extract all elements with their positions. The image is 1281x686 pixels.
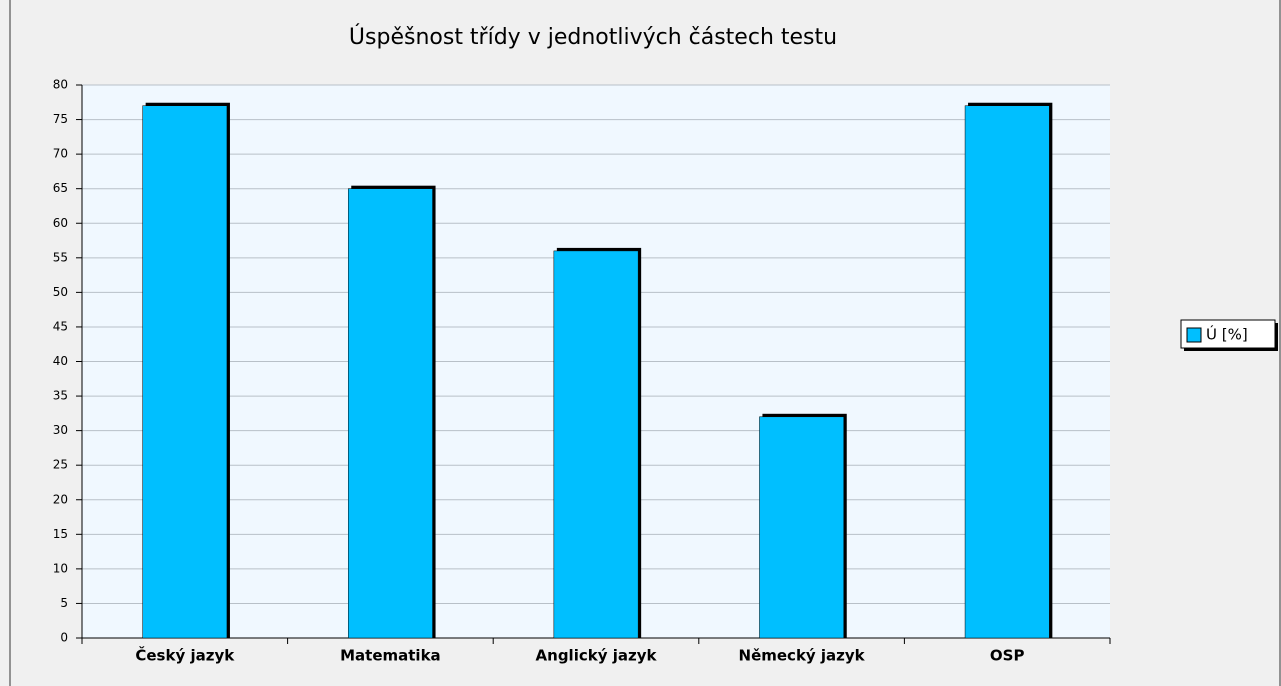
bar (759, 416, 844, 639)
y-tick-label: 70 (53, 147, 68, 161)
bar (964, 105, 1050, 639)
y-tick-label: 10 (53, 561, 68, 575)
y-tick-label: 55 (53, 250, 68, 264)
x-tick-label: Matematika (340, 647, 441, 665)
y-tick-label: 75 (53, 112, 68, 126)
y-tick-label: 25 (53, 458, 68, 472)
x-tick-label: Německý jazyk (739, 647, 866, 665)
y-tick-label: 35 (53, 389, 68, 403)
y-tick-label: 40 (53, 354, 68, 368)
y-tick-label: 50 (53, 285, 68, 299)
bar (142, 105, 228, 639)
y-tick-label: 80 (53, 78, 68, 92)
y-tick-label: 20 (53, 492, 68, 506)
legend-label: Ú [%] (1206, 325, 1248, 344)
bar (348, 188, 433, 639)
bar (553, 250, 639, 639)
chart-title: Úspěšnost třídy v jednotlivých částech t… (349, 24, 837, 50)
x-tick-label: Český jazyk (135, 646, 235, 665)
y-tick-label: 5 (60, 596, 68, 610)
x-tick-label: OSP (990, 647, 1025, 665)
y-tick-label: 45 (53, 319, 68, 333)
x-tick-label: Anglický jazyk (536, 647, 658, 665)
y-tick-label: 65 (53, 181, 68, 195)
legend-swatch (1186, 327, 1202, 343)
y-tick-label: 60 (53, 216, 68, 230)
y-tick-label: 30 (53, 423, 68, 437)
y-tick-label: 15 (53, 527, 68, 541)
y-tick-label: 0 (60, 631, 68, 645)
